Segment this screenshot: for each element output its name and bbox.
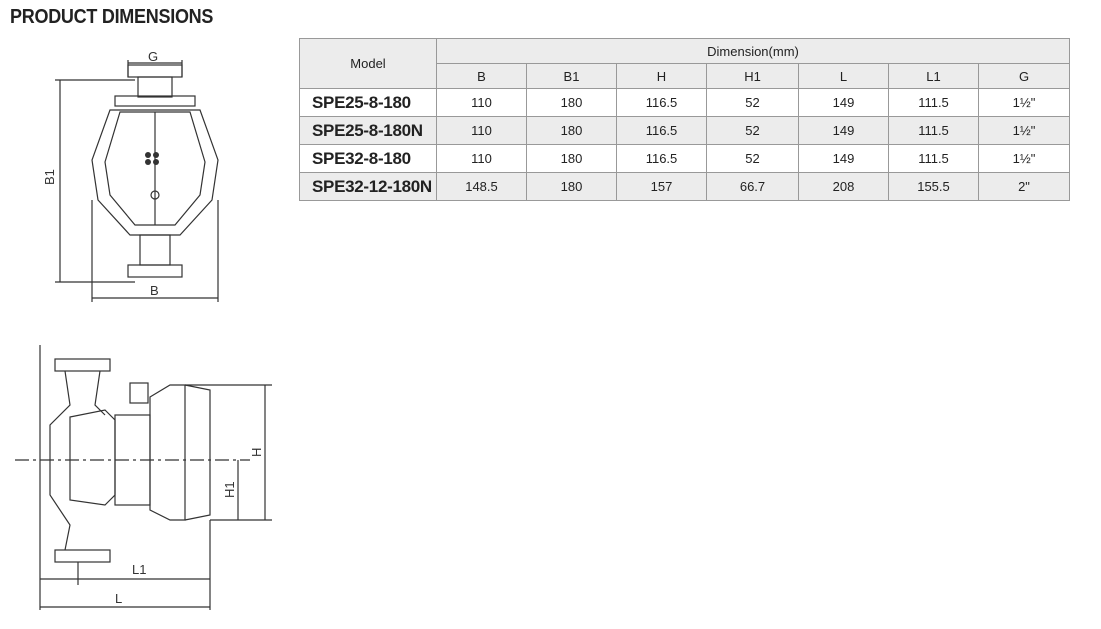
value-cell: 149 <box>798 88 889 117</box>
table-row: SPE32-12-180N 148.5 180 157 66.7 208 155.5 2" <box>299 172 1070 201</box>
table-row: SPE25-8-180 110 180 116.5 52 149 111.5 1½" <box>299 88 1070 117</box>
value-cell: 208 <box>798 172 889 201</box>
column-header-b1: B1 <box>526 63 617 89</box>
table-row: SPE32-8-180 110 180 116.5 52 149 111.5 1½" <box>299 144 1070 173</box>
model-cell: SPE25-8-180N <box>299 116 437 145</box>
model-cell: SPE32-12-180N <box>299 172 437 201</box>
value-cell: 180 <box>526 116 617 145</box>
value-cell: 116.5 <box>616 144 707 173</box>
value-cell: 180 <box>526 88 617 117</box>
dimension-label-h1: H1 <box>222 481 237 498</box>
value-cell: 1½" <box>978 116 1070 145</box>
dimension-label-b: B <box>150 283 159 298</box>
value-cell: 1½" <box>978 144 1070 173</box>
column-header-h1: H1 <box>706 63 799 89</box>
value-cell: 116.5 <box>616 116 707 145</box>
model-header: Model <box>299 38 437 89</box>
value-cell: 111.5 <box>888 88 979 117</box>
dimensions-table: Model Dimension(mm) B B1 H H1 L L1 G SPE25-8-1… <box>299 38 1070 201</box>
value-cell: 180 <box>526 144 617 173</box>
dimension-label-l: L <box>115 591 122 606</box>
model-cell: SPE25-8-180 <box>299 88 437 117</box>
value-cell: 52 <box>706 144 799 173</box>
dimension-header: Dimension(mm) <box>436 38 1070 64</box>
column-header-l: L <box>798 63 889 89</box>
value-cell: 149 <box>798 144 889 173</box>
value-cell: 2" <box>978 172 1070 201</box>
dimension-label-h: H <box>249 448 264 457</box>
value-cell: 110 <box>436 116 527 145</box>
value-cell: 111.5 <box>888 116 979 145</box>
value-cell: 66.7 <box>706 172 799 201</box>
front-view-drawing: G B1 B <box>42 50 219 302</box>
dimension-label-b1: B1 <box>42 169 57 185</box>
dimension-label-g: G <box>148 50 158 64</box>
column-header-l1: L1 <box>888 63 979 89</box>
value-cell: 148.5 <box>436 172 527 201</box>
value-cell: 111.5 <box>888 144 979 173</box>
column-header-h: H <box>616 63 707 89</box>
value-cell: 155.5 <box>888 172 979 201</box>
value-cell: 149 <box>798 116 889 145</box>
value-cell: 1½" <box>978 88 1070 117</box>
model-cell: SPE32-8-180 <box>299 144 437 173</box>
table-row: SPE25-8-180N 110 180 116.5 52 149 111.5 1½" <box>299 116 1070 145</box>
column-header-g: G <box>978 63 1070 89</box>
value-cell: 52 <box>706 116 799 145</box>
value-cell: 52 <box>706 88 799 117</box>
value-cell: 180 <box>526 172 617 201</box>
page-title: PRODUCT DIMENSIONS <box>10 6 214 28</box>
value-cell: 157 <box>616 172 707 201</box>
side-view-drawing: H H1 L1 L <box>15 345 272 610</box>
value-cell: 110 <box>436 88 527 117</box>
column-header-b: B <box>436 63 527 89</box>
value-cell: 110 <box>436 144 527 173</box>
value-cell: 116.5 <box>616 88 707 117</box>
dimension-label-l1: L1 <box>132 562 146 577</box>
